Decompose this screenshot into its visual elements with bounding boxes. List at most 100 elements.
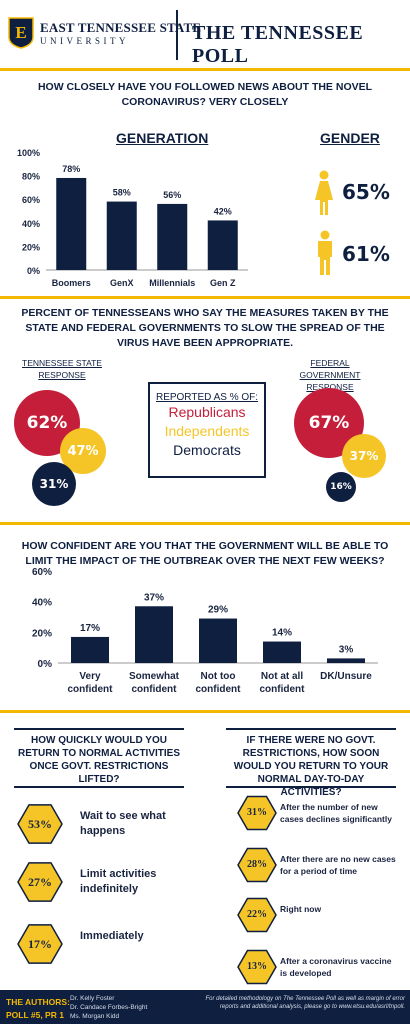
y-tick-label: 0% <box>38 659 53 670</box>
option-value: 31% <box>247 807 267 818</box>
hexagon-icon <box>237 847 277 883</box>
q4-rule-bottom <box>14 786 184 788</box>
category-label: confident <box>68 684 114 695</box>
poll-id: POLL #5, PR 1 <box>6 1010 64 1020</box>
female-icon <box>315 170 333 215</box>
y-tick-label: 100% <box>17 148 40 158</box>
option-label: After a coronavirus vaccine is developed <box>280 955 392 979</box>
bar <box>106 201 137 270</box>
category-label: GenX <box>110 278 134 288</box>
data-label: 14% <box>272 628 292 639</box>
category-label: confident <box>132 684 178 695</box>
category-label: Gen Z <box>210 278 236 288</box>
option-value: 53% <box>28 816 52 831</box>
q5-rule-top <box>226 728 396 730</box>
q1-title: How closely have you followed news about… <box>37 81 373 108</box>
party-legend: REPORTED AS % OF: Republicans Independen… <box>148 382 266 478</box>
state-democrats-bubble: 31% <box>32 462 76 506</box>
bar <box>56 177 87 270</box>
legend-title: REPORTED AS % OF: <box>155 392 259 403</box>
category-label: Boomers <box>52 278 91 288</box>
federal-response-label: Federal Government Response <box>299 358 361 392</box>
option-value: 22% <box>247 909 267 920</box>
section-divider <box>0 296 410 299</box>
option-label: After the number of new cases declines s… <box>280 801 392 825</box>
category-label: confident <box>196 684 242 695</box>
q3-title: How confident are you that the governmen… <box>21 540 389 567</box>
hexagon-icon <box>237 795 277 831</box>
y-tick-label: 60% <box>32 567 52 578</box>
category-label: Millennials <box>149 278 195 288</box>
header-divider <box>176 10 178 60</box>
authors-label-text: THE AUTHORS: <box>6 997 70 1007</box>
category-label: DK/Unsure <box>320 671 372 682</box>
y-tick-label: 40% <box>22 219 40 229</box>
q2-title: Percent of Tennesseans who say the measu… <box>21 307 389 349</box>
state-republicans-bubble: 62% <box>14 390 80 456</box>
y-tick-label: 40% <box>32 598 52 609</box>
category-label: Very <box>79 671 101 682</box>
option-label: After there are no new cases for a perio… <box>280 853 396 877</box>
hexagon-icon <box>17 924 63 964</box>
q5-title: If there were no govt. restrictions, how… <box>233 735 389 798</box>
data-label: 37% <box>144 592 164 603</box>
etsu-logo-icon: E <box>8 17 34 49</box>
hexagon-icon <box>17 862 63 902</box>
y-tick-label: 60% <box>22 195 40 205</box>
footer-note: For detailed methodology on The Tennesse… <box>205 996 405 1010</box>
y-tick-label: 20% <box>32 628 52 639</box>
author-name: Dr. Candace Forbes-Bright <box>70 1004 148 1011</box>
data-label: 17% <box>80 623 100 634</box>
header: E EAST TENNESSEE STATE UNIVERSITY THE TE… <box>0 0 410 70</box>
author-name: Dr. Kelly Foster <box>70 995 115 1002</box>
bar <box>71 636 109 663</box>
category-label: Not too <box>201 671 236 682</box>
category-label: confident <box>260 684 306 695</box>
authors-label: THE AUTHORS: POLL #5, PR 1 <box>6 996 70 1022</box>
option-value: 17% <box>28 936 52 951</box>
legend-democrats: Democrats <box>173 442 241 458</box>
q5-rule-bottom <box>226 786 396 788</box>
data-label: 3% <box>339 644 354 655</box>
bar <box>263 641 301 663</box>
federal-independents-bubble: 37% <box>342 434 386 478</box>
bar <box>327 658 365 663</box>
option-label: Wait to see what happens <box>80 810 166 837</box>
y-tick-label: 20% <box>22 242 40 252</box>
option-value: 13% <box>247 961 267 972</box>
bar <box>157 203 188 270</box>
q4-rule-top <box>14 728 184 730</box>
bar <box>199 618 237 663</box>
data-label: 29% <box>208 605 228 616</box>
hexagon-icon <box>237 897 277 933</box>
male-icon <box>318 230 332 275</box>
data-label: 42% <box>214 206 232 216</box>
author-name: Ms. Morgan Kidd <box>70 1013 120 1020</box>
option-label: Limit activities indefinitely <box>80 868 157 895</box>
hexagon-icon <box>237 949 277 985</box>
data-label: 78% <box>62 164 80 174</box>
male-value: 61% <box>342 242 390 266</box>
option-value: 27% <box>28 874 52 889</box>
svg-text:E: E <box>15 23 26 42</box>
y-tick-label: 80% <box>22 172 40 182</box>
poll-title: THE TENNESSEE POLL <box>192 22 364 67</box>
bar <box>135 606 173 663</box>
option-label: Immediately <box>80 930 144 942</box>
legend-independents: Independents <box>164 423 250 439</box>
hexagon-icon <box>17 804 63 844</box>
y-tick-label: 0% <box>27 266 40 276</box>
confidence-chart: 0% 20% 40% 60% 17% Very confident 37% Somewhat co… <box>32 567 378 695</box>
generation-heading: GENERATION <box>116 130 209 146</box>
bar <box>207 220 238 270</box>
female-value: 65% <box>342 180 390 204</box>
university-name: EAST TENNESSEE STATE <box>40 20 202 35</box>
category-label: Not at all <box>261 671 303 682</box>
university-subtitle: UNIVERSITY <box>40 36 129 46</box>
gender-heading: GENDER <box>320 130 380 146</box>
legend-republicans: Republicans <box>168 404 246 420</box>
section-divider <box>0 710 410 713</box>
state-independents-bubble: 47% <box>60 428 106 474</box>
category-label: Somewhat <box>129 671 180 682</box>
option-label: Right now <box>280 903 322 914</box>
